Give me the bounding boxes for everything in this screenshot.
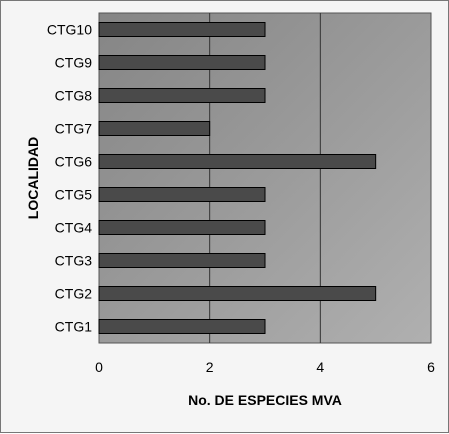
x-tick-label: 0 <box>95 359 103 375</box>
x-tick-label: 4 <box>316 359 324 375</box>
bars <box>98 22 377 334</box>
bar <box>98 121 211 136</box>
x-tick-label: 6 <box>427 359 435 375</box>
bar <box>98 55 266 70</box>
y-tick-label: CTG5 <box>55 187 93 203</box>
bar <box>98 319 266 334</box>
y-tick-label: CTG4 <box>55 220 93 236</box>
bar <box>98 220 266 235</box>
y-tick-label: CTG6 <box>55 154 93 170</box>
bar <box>98 154 377 169</box>
y-tick-label: CTG2 <box>55 286 93 302</box>
y-tick-label: CTG7 <box>55 121 93 137</box>
bar <box>98 88 266 103</box>
y-tick-label: CTG3 <box>55 253 93 269</box>
y-tick-label: CTG8 <box>55 88 93 104</box>
x-tick-label: 2 <box>206 359 214 375</box>
x-axis-title: No. DE ESPECIES MVA <box>188 392 342 408</box>
bar <box>98 22 266 37</box>
y-tick-label: CTG9 <box>55 55 93 71</box>
y-axis-title: LOCALIDAD <box>25 137 41 219</box>
bar <box>98 286 377 301</box>
y-category-labels: CTG1 CTG2 CTG3 CTG4 CTG5 CTG6 CTG7 CTG8 CTG9 CTG1… <box>47 22 92 335</box>
x-tick-labels: 0 2 4 6 <box>95 359 435 375</box>
y-tick-label: CTG10 <box>47 22 92 38</box>
bar <box>98 253 266 268</box>
y-tick-label: CTG1 <box>55 319 93 335</box>
bar <box>98 187 266 202</box>
